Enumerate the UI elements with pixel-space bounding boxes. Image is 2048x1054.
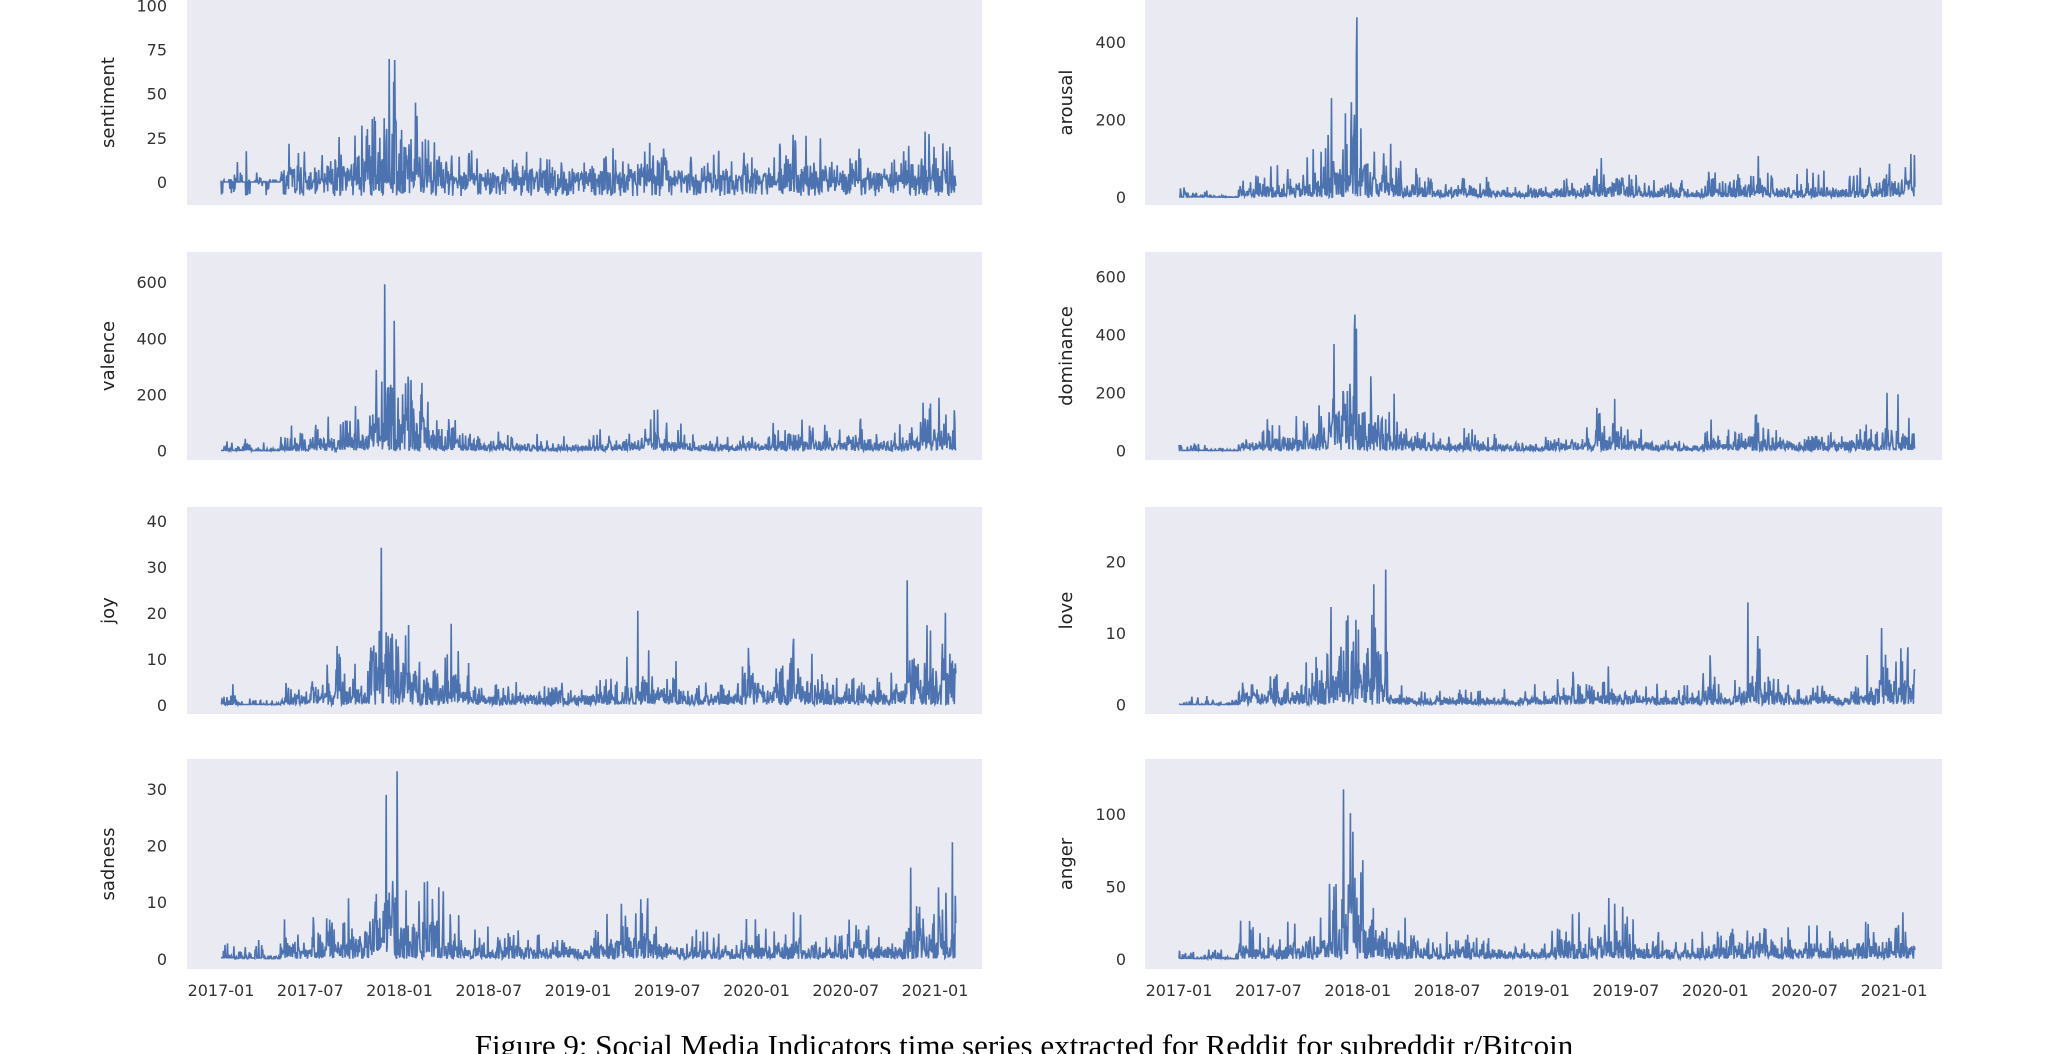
y-tick-label: 0 (1116, 950, 1126, 969)
x-tick-label: 2017-01 (188, 981, 255, 1000)
figure-caption: Figure 9: Social Media Indicators time s… (475, 1028, 1574, 1054)
x-tick-label: 2019-07 (1592, 981, 1659, 1000)
y-tick-label: 20 (1106, 552, 1126, 571)
y-tick-label: 20 (147, 837, 167, 856)
y-axis-label: sentiment (98, 57, 119, 148)
y-tick-label: 100 (136, 0, 167, 15)
y-tick-label: 600 (136, 273, 167, 292)
x-tick-label: 2017-07 (1235, 981, 1302, 1000)
y-tick-label: 400 (1095, 326, 1126, 345)
x-tick-label: 2019-01 (545, 981, 612, 1000)
subplot-anger: 0 50 100 anger 2017-01 2017-07 2018-01 2018-07 2… (1056, 759, 1942, 1000)
y-tick-label: 0 (157, 696, 167, 715)
series-line-valence (221, 284, 957, 454)
x-tick-label: 2017-01 (1146, 981, 1213, 1000)
subplot-love: 0 10 20 love (1056, 507, 1942, 715)
y-tick-label: 20 (147, 604, 167, 623)
series-line-arousal (1179, 17, 1916, 200)
plot-background (1145, 252, 1942, 460)
y-tick-label: 10 (1106, 624, 1126, 643)
y-tick-label: 0 (157, 173, 167, 192)
y-tick-label: 0 (1116, 696, 1126, 715)
subplot-joy: 0 10 20 30 40 joy (98, 507, 982, 715)
y-tick-label: 40 (147, 512, 167, 531)
y-tick-label: 0 (1116, 188, 1126, 207)
y-axis-label: valence (98, 321, 119, 391)
y-tick-label: 400 (1095, 33, 1126, 52)
y-tick-label: 200 (1095, 384, 1126, 403)
subplot-valence: 0 200 400 600 valence (98, 252, 982, 461)
x-tick-label: 2018-01 (366, 981, 433, 1000)
plot-background (187, 507, 982, 714)
y-tick-label: 200 (1095, 111, 1126, 130)
x-tick-label: 2019-07 (634, 981, 701, 1000)
subplot-sadness: 0 10 20 30 sadness 2017-01 2017-07 2018-01 2018-… (98, 759, 982, 1000)
y-axis-label: arousal (1056, 70, 1077, 136)
x-tick-label: 2020-07 (812, 981, 879, 1000)
y-axis-label: sadness (98, 827, 119, 900)
y-tick-label: 100 (1095, 805, 1126, 824)
y-tick-label: 200 (136, 386, 167, 405)
y-tick-label: 0 (1116, 442, 1126, 461)
series-line-sadness (221, 771, 957, 962)
y-tick-label: 400 (136, 329, 167, 348)
plot-background (1145, 507, 1942, 714)
plot-background (187, 252, 982, 460)
x-tick-label: 2018-07 (455, 981, 522, 1000)
y-axis-label: joy (98, 597, 119, 625)
x-tick-label: 2020-07 (1771, 981, 1838, 1000)
y-tick-label: 600 (1095, 268, 1126, 287)
y-tick-label: 30 (147, 558, 167, 577)
y-tick-label: 25 (147, 129, 167, 148)
y-tick-label: 50 (1106, 877, 1126, 896)
x-tick-label: 2020-01 (1682, 981, 1749, 1000)
x-tick-label: 2020-01 (723, 981, 790, 1000)
subplot-sentiment: 0 25 50 75 100 sentiment (98, 0, 982, 205)
plot-background (1145, 759, 1942, 969)
subplots: 0255075100sentiment0200400600valence0102… (98, 0, 1942, 1000)
series-line-joy (220, 547, 957, 708)
y-axis-label: anger (1056, 837, 1077, 890)
y-tick-label: 75 (147, 40, 167, 59)
plot-background (1145, 0, 1942, 205)
series-line-sentiment (220, 58, 957, 197)
plot-background (187, 759, 982, 969)
y-tick-label: 50 (147, 85, 167, 104)
subplot-dominance: 0 200 400 600 dominance (1056, 252, 1942, 461)
y-tick-label: 10 (147, 650, 167, 669)
y-tick-label: 30 (147, 780, 167, 799)
x-tick-label: 2021-01 (1861, 981, 1928, 1000)
x-tick-label: 2017-07 (277, 981, 344, 1000)
x-tick-label: 2021-01 (902, 981, 969, 1000)
y-axis-label: dominance (1056, 306, 1077, 406)
x-tick-label: 2019-01 (1503, 981, 1570, 1000)
series-line-dominance (1178, 314, 1916, 454)
subplot-arousal: 0 200 400 arousal (1056, 0, 1942, 207)
y-tick-label: 10 (147, 893, 167, 912)
x-tick-label: 2018-07 (1414, 981, 1481, 1000)
x-tick-label: 2018-01 (1324, 981, 1391, 1000)
y-tick-label: 0 (157, 442, 167, 461)
y-axis-label: love (1056, 592, 1077, 630)
y-tick-label: 0 (157, 950, 167, 969)
series-line-anger (1178, 789, 1916, 962)
series-line-love (1178, 569, 1916, 708)
